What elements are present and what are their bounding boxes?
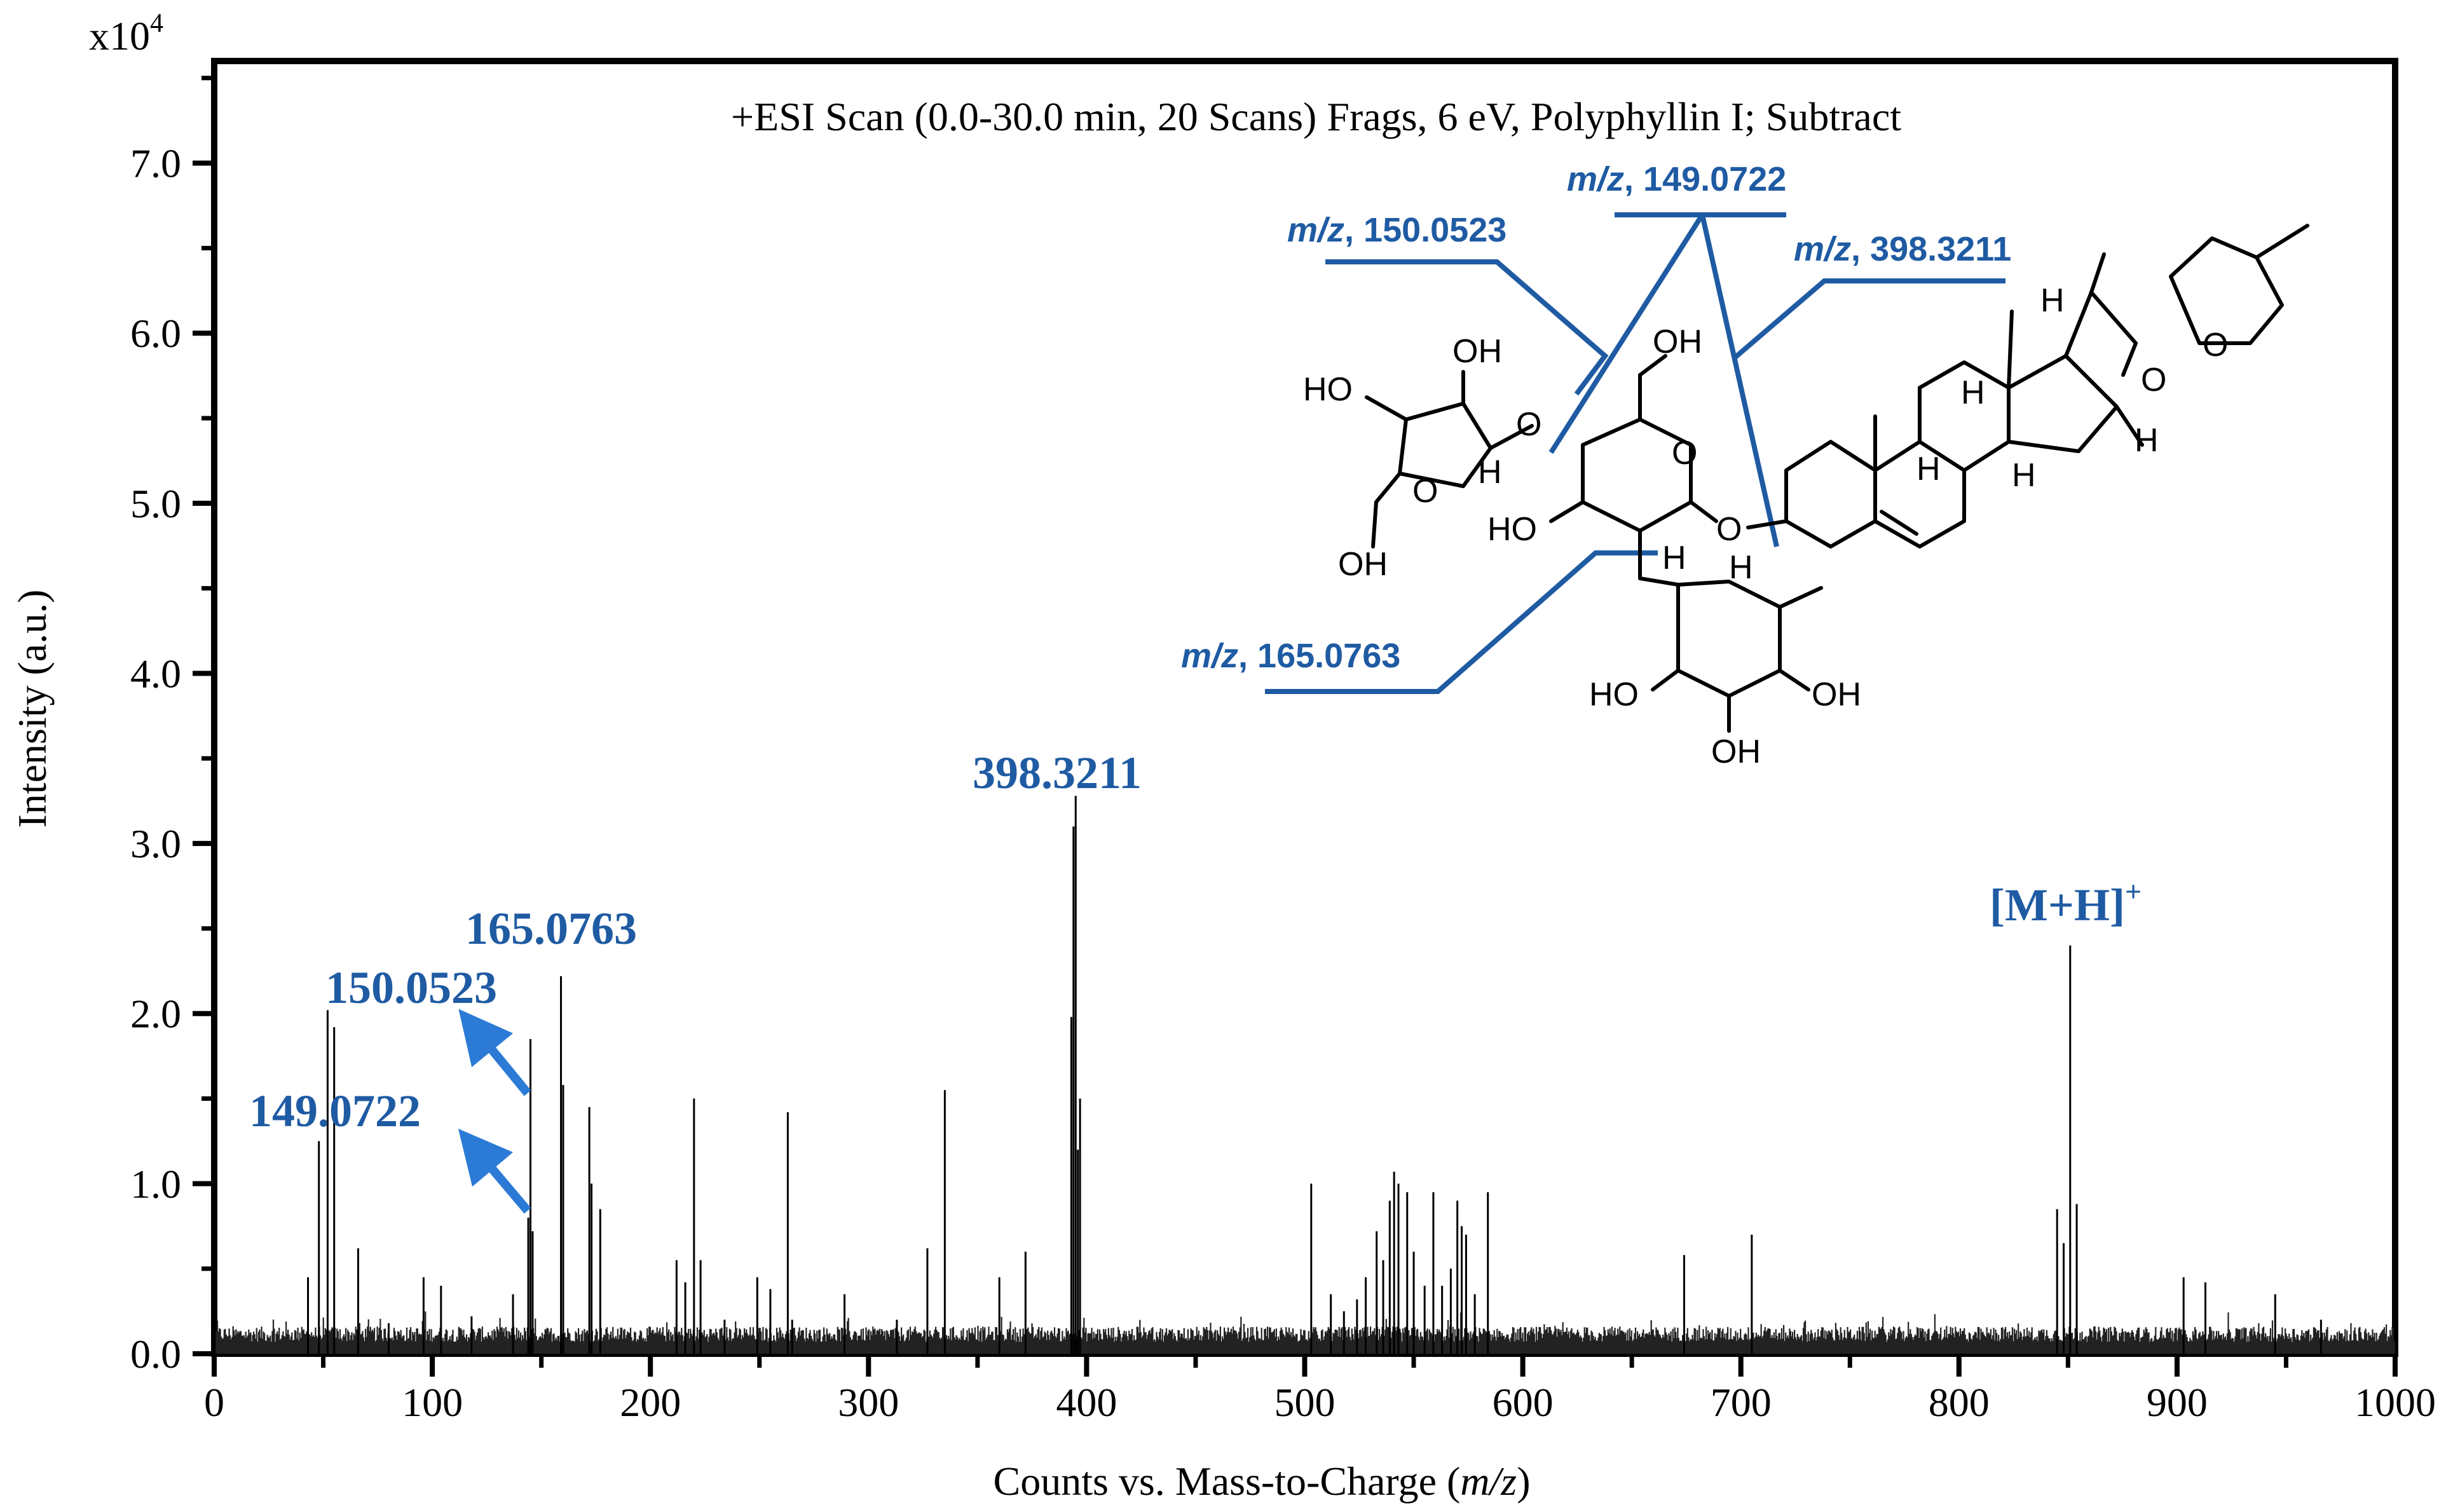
fragment-line-149b [1700, 214, 1779, 547]
x-tick-label: 0 [204, 1380, 224, 1425]
peak-label-molecular-ion: [M+H]+ [1990, 875, 2142, 930]
svg-text:H: H [2012, 457, 2036, 494]
svg-text:HO: HO [1589, 676, 1639, 713]
y-axis: 0.0 1.0 2.0 3.0 4.0 5.0 6.0 7.0 [130, 76, 214, 1377]
svg-text:H: H [1729, 549, 1753, 586]
svg-text:O: O [1412, 473, 1438, 510]
x-tick-label: 700 [1711, 1380, 1772, 1425]
svg-text:O: O [1716, 511, 1742, 548]
chart-title: +ESI Scan (0.0-30.0 min, 20 Scans) Frags… [731, 94, 1901, 139]
x-tick-label: 400 [1056, 1380, 1117, 1425]
svg-text:HO: HO [1487, 511, 1537, 548]
y-tick-label: 2.0 [130, 991, 181, 1037]
structure-label-165: m/z, 165.0763 [1181, 637, 1400, 675]
chemical-structure [1365, 224, 2309, 733]
arabinose-ring [1398, 402, 1493, 488]
y-tick-label: 5.0 [130, 481, 181, 526]
y-tick-label: 1.0 [130, 1161, 181, 1206]
x-tick-label: 100 [402, 1380, 463, 1425]
x-axis-title: Counts vs. Mass-to-Charge (m/z) [994, 1459, 1531, 1504]
svg-text:O: O [1516, 406, 1541, 443]
x-tick-label: 1000 [2354, 1380, 2436, 1425]
x-tick-label: 200 [620, 1380, 681, 1425]
svg-text:H: H [2135, 422, 2159, 459]
fragment-lines [1265, 212, 2005, 694]
y-tick-label: 4.0 [130, 651, 181, 696]
svg-text:H: H [2040, 282, 2065, 319]
svg-text:OH: OH [1711, 733, 1761, 770]
peak-label-398: 398.3211 [973, 747, 1142, 798]
arrow-150-icon [458, 1009, 531, 1096]
x-tick-label: 900 [2147, 1380, 2208, 1425]
steroid-ring-c [1918, 360, 2011, 472]
y-axis-title: Intensity (a.u.) [10, 590, 55, 828]
y-exponent-label: x104 [89, 9, 163, 58]
svg-text:OH: OH [1338, 546, 1388, 583]
fragment-line-149a [1548, 213, 1705, 454]
x-tick-label: 300 [838, 1380, 899, 1425]
y-tick-label: 7.0 [130, 141, 181, 186]
atom-labels: OH HO O H OH O HO O OH H O HO OH OH H H … [1303, 282, 2228, 770]
svg-text:O: O [2141, 362, 2166, 398]
fragment-line-150 [1325, 259, 1609, 396]
y-tick-label: 3.0 [130, 821, 181, 866]
svg-text:H: H [1916, 451, 1941, 487]
steroid-ring-b [1873, 440, 1966, 548]
arrow-149-icon [458, 1128, 531, 1214]
svg-text:H: H [1662, 540, 1686, 576]
y-tick-label: 0.0 [130, 1332, 181, 1377]
fragment-line-165 [1265, 550, 1658, 694]
structure-label-150: m/z, 150.0523 [1287, 211, 1507, 249]
structure-label-149: m/z, 149.0722 [1567, 160, 1786, 198]
svg-text:HO: HO [1303, 371, 1353, 408]
svg-text:OH: OH [1452, 333, 1502, 370]
fragment-line-398 [1733, 278, 2005, 360]
y-tick-label: 6.0 [130, 311, 181, 356]
structure-label-398: m/z, 398.3211 [1794, 230, 2011, 268]
svg-text:OH: OH [1812, 676, 1861, 713]
x-tick-label: 500 [1274, 1380, 1336, 1425]
x-tick-label: 800 [1929, 1380, 1990, 1425]
peak-label-150: 150.0523 [325, 962, 497, 1013]
fragment-labels: m/z, 149.0722 m/z, 150.0523 m/z, 398.321… [1181, 160, 2011, 675]
svg-text:OH: OH [1653, 324, 1702, 360]
spiro-ring [2169, 236, 2284, 345]
x-tick-label: 600 [1493, 1380, 1554, 1425]
spectrum-peaks [307, 796, 2322, 1354]
svg-text:O: O [1672, 435, 1697, 472]
x-axis: 0 100 200 300 400 500 600 700 800 900 1000 [204, 1354, 2436, 1425]
peak-label-165: 165.0763 [465, 903, 637, 954]
svg-text:O: O [2203, 327, 2228, 364]
svg-text:H: H [1961, 374, 1985, 411]
peak-label-149: 149.0722 [249, 1086, 421, 1136]
svg-text:H: H [1478, 454, 1502, 491]
